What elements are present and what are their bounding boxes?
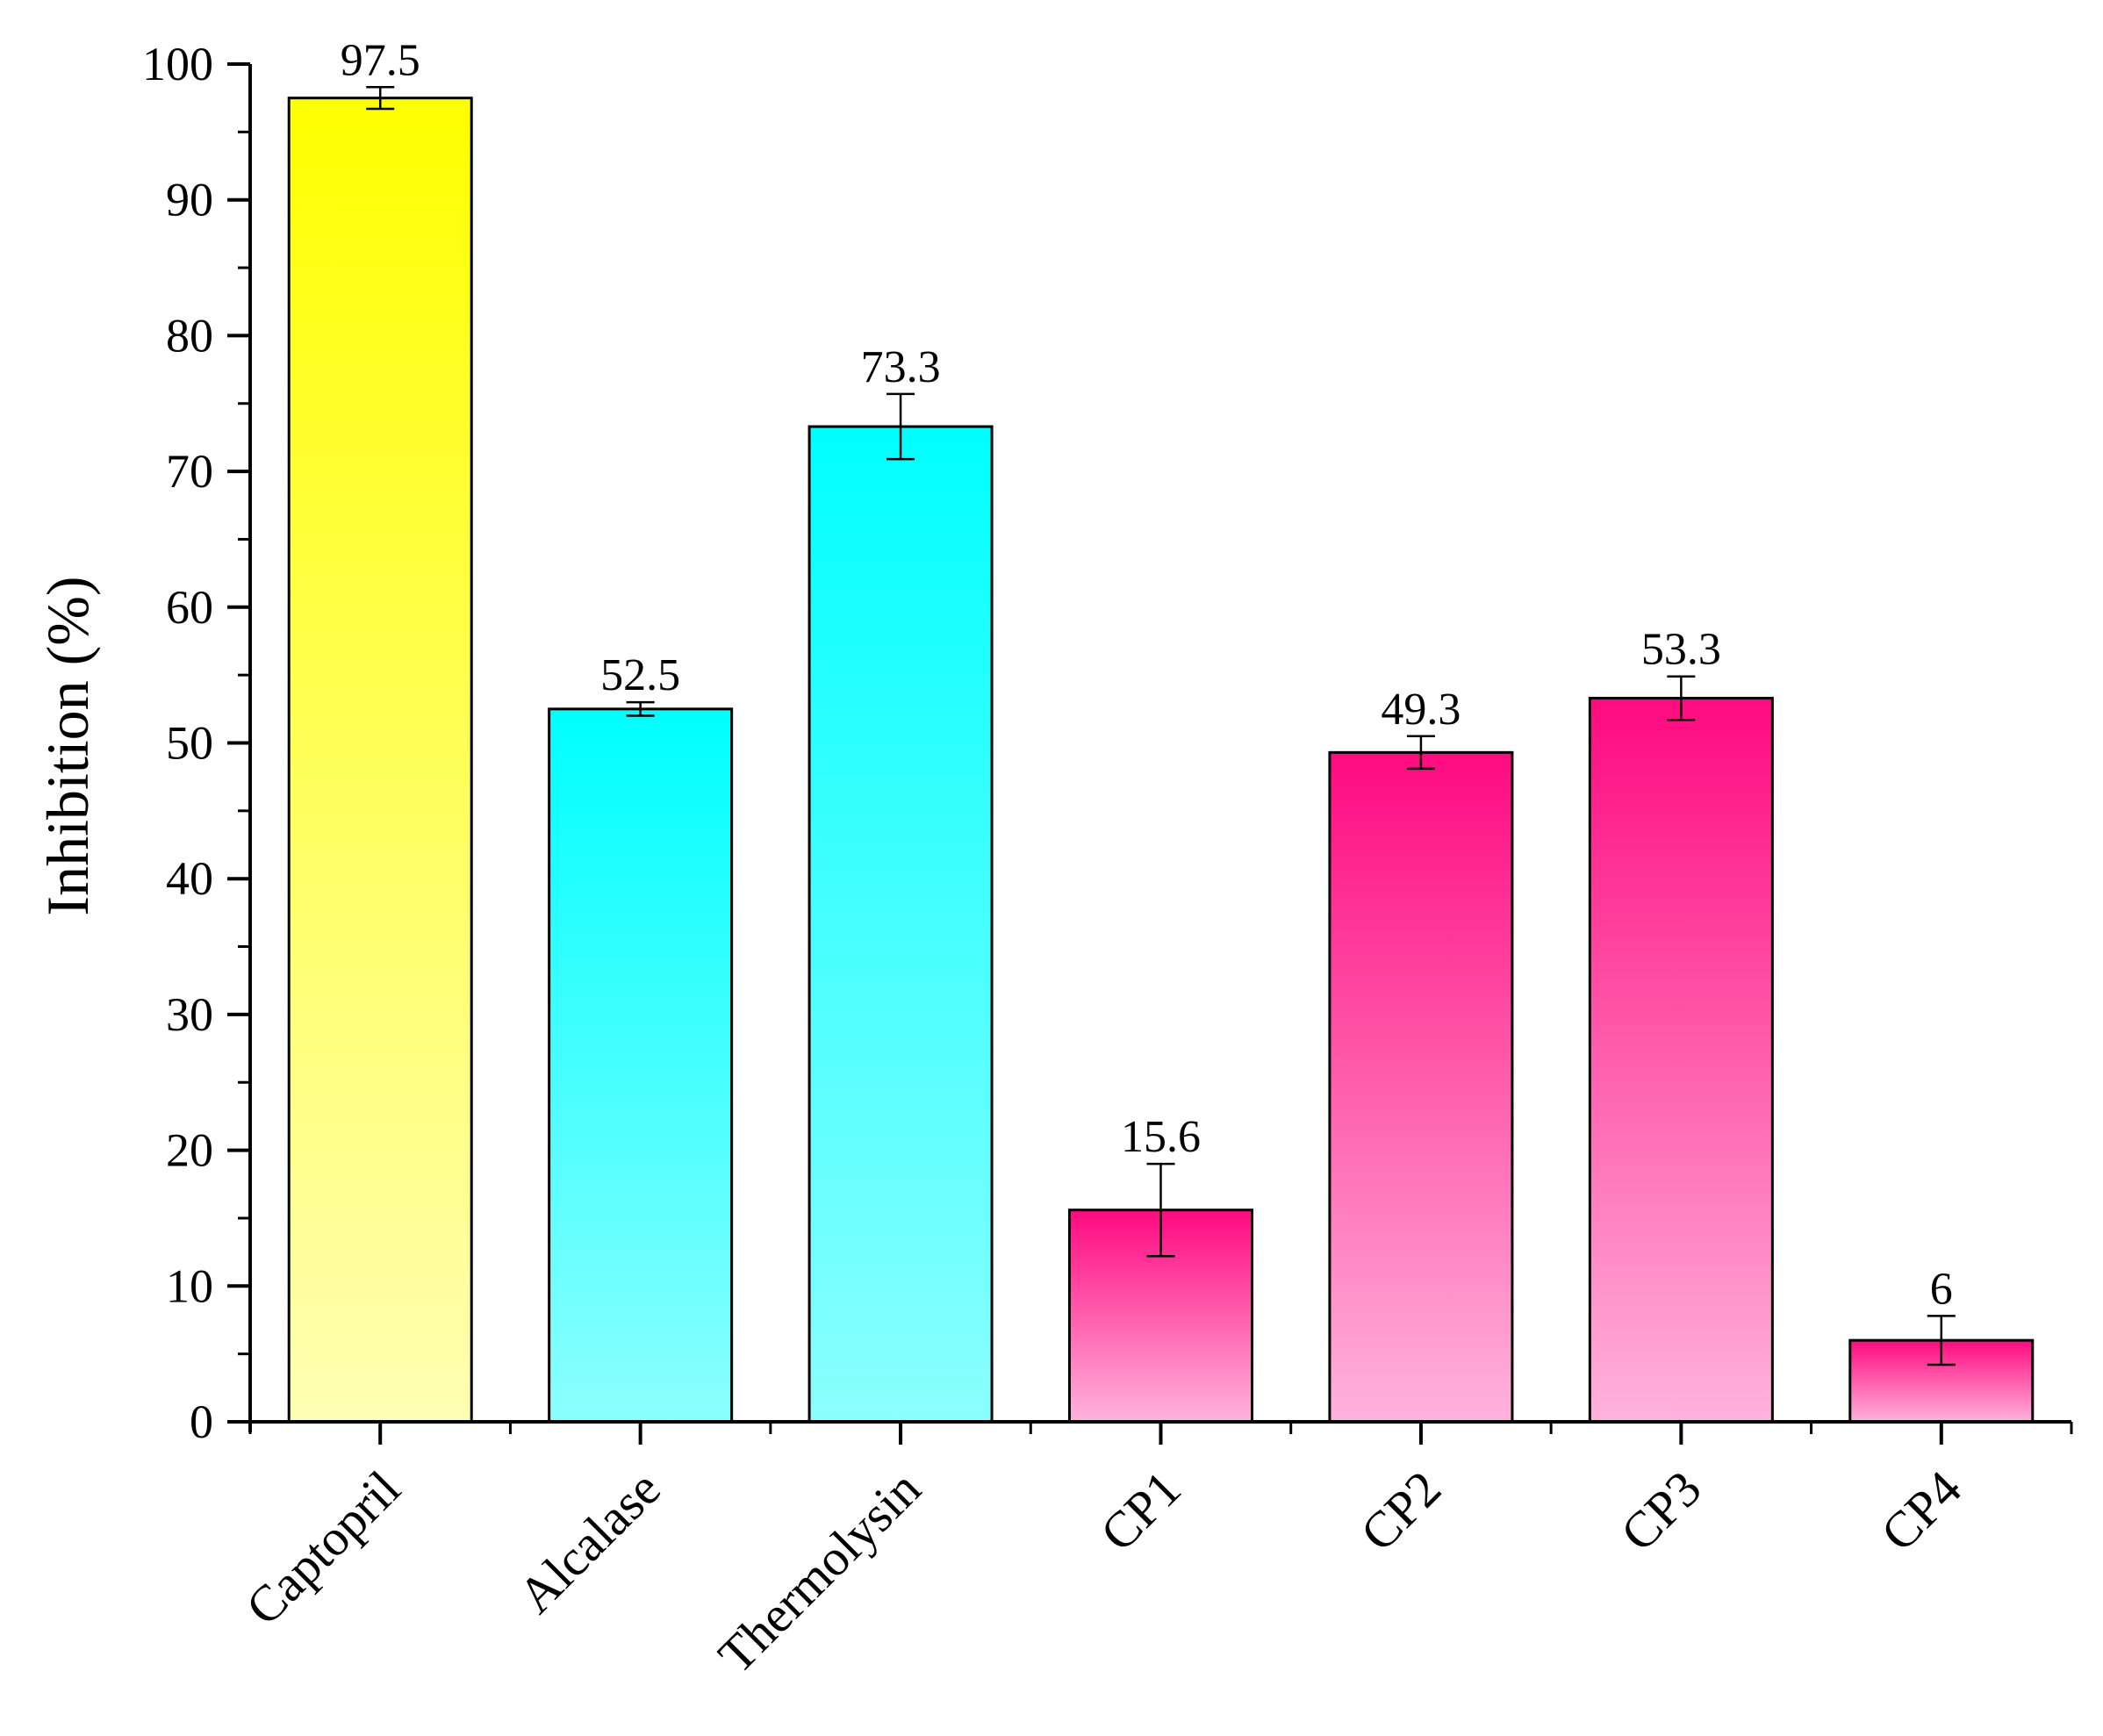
data-label-cp2: 49.3 bbox=[1381, 685, 1461, 735]
error-bar-captopril bbox=[366, 86, 395, 111]
error-bar-cp3 bbox=[1667, 675, 1696, 721]
y-tick-label-100: 100 bbox=[142, 38, 213, 90]
x-tick-label-cp2: CP2 bbox=[1349, 1460, 1452, 1562]
data-label-cp4: 6 bbox=[1930, 1264, 1953, 1314]
y-tick-label-20: 20 bbox=[166, 1124, 213, 1177]
error-bar-alcalase bbox=[626, 700, 655, 717]
x-tick-label-cp3: CP3 bbox=[1610, 1460, 1712, 1562]
x-tick-label-cp4: CP4 bbox=[1870, 1460, 1972, 1562]
data-label-captopril: 97.5 bbox=[341, 35, 420, 85]
y-tick-label-50: 50 bbox=[166, 717, 213, 770]
data-labels-layer: 97.5 52.5 73.3 15.6 49.3 53.3 6 bbox=[341, 35, 1953, 1314]
y-tick-label-0: 0 bbox=[190, 1395, 213, 1448]
error-bars-layer bbox=[366, 86, 1956, 1367]
y-tick-label-70: 70 bbox=[166, 445, 213, 498]
data-label-alcalase: 52.5 bbox=[600, 650, 680, 700]
bar-cp2 bbox=[1328, 750, 1514, 1424]
y-tick-label-90: 90 bbox=[166, 174, 213, 226]
y-tick-label-60: 60 bbox=[166, 581, 213, 634]
error-bar-thermolysin bbox=[886, 392, 915, 461]
x-tick-label-captopril: Captopril bbox=[235, 1460, 412, 1636]
y-tick-label-10: 10 bbox=[166, 1259, 213, 1312]
data-label-cp1: 15.6 bbox=[1121, 1112, 1201, 1162]
data-label-thermolysin: 73.3 bbox=[861, 342, 941, 392]
error-bar-cp4 bbox=[1927, 1315, 1956, 1367]
bar-alcalase bbox=[548, 707, 734, 1424]
bar-cp3 bbox=[1588, 696, 1774, 1424]
error-bar-cp1 bbox=[1146, 1162, 1175, 1258]
y-axis-title: Inhibition (%) bbox=[34, 576, 101, 915]
y-tick-label-40: 40 bbox=[166, 852, 213, 905]
data-label-cp3: 53.3 bbox=[1641, 625, 1721, 675]
error-bar-cp2 bbox=[1406, 735, 1435, 771]
y-tick-label-80: 80 bbox=[166, 309, 213, 362]
x-tick-label-cp1: CP1 bbox=[1089, 1460, 1192, 1562]
bar-captopril bbox=[287, 97, 473, 1424]
bar-thermolysin bbox=[807, 425, 994, 1424]
x-tick-label-alcalase: Alcalase bbox=[507, 1460, 671, 1624]
x-tick-label-thermolysin: Thermolysin bbox=[707, 1460, 932, 1684]
y-tick-label-30: 30 bbox=[166, 988, 213, 1041]
